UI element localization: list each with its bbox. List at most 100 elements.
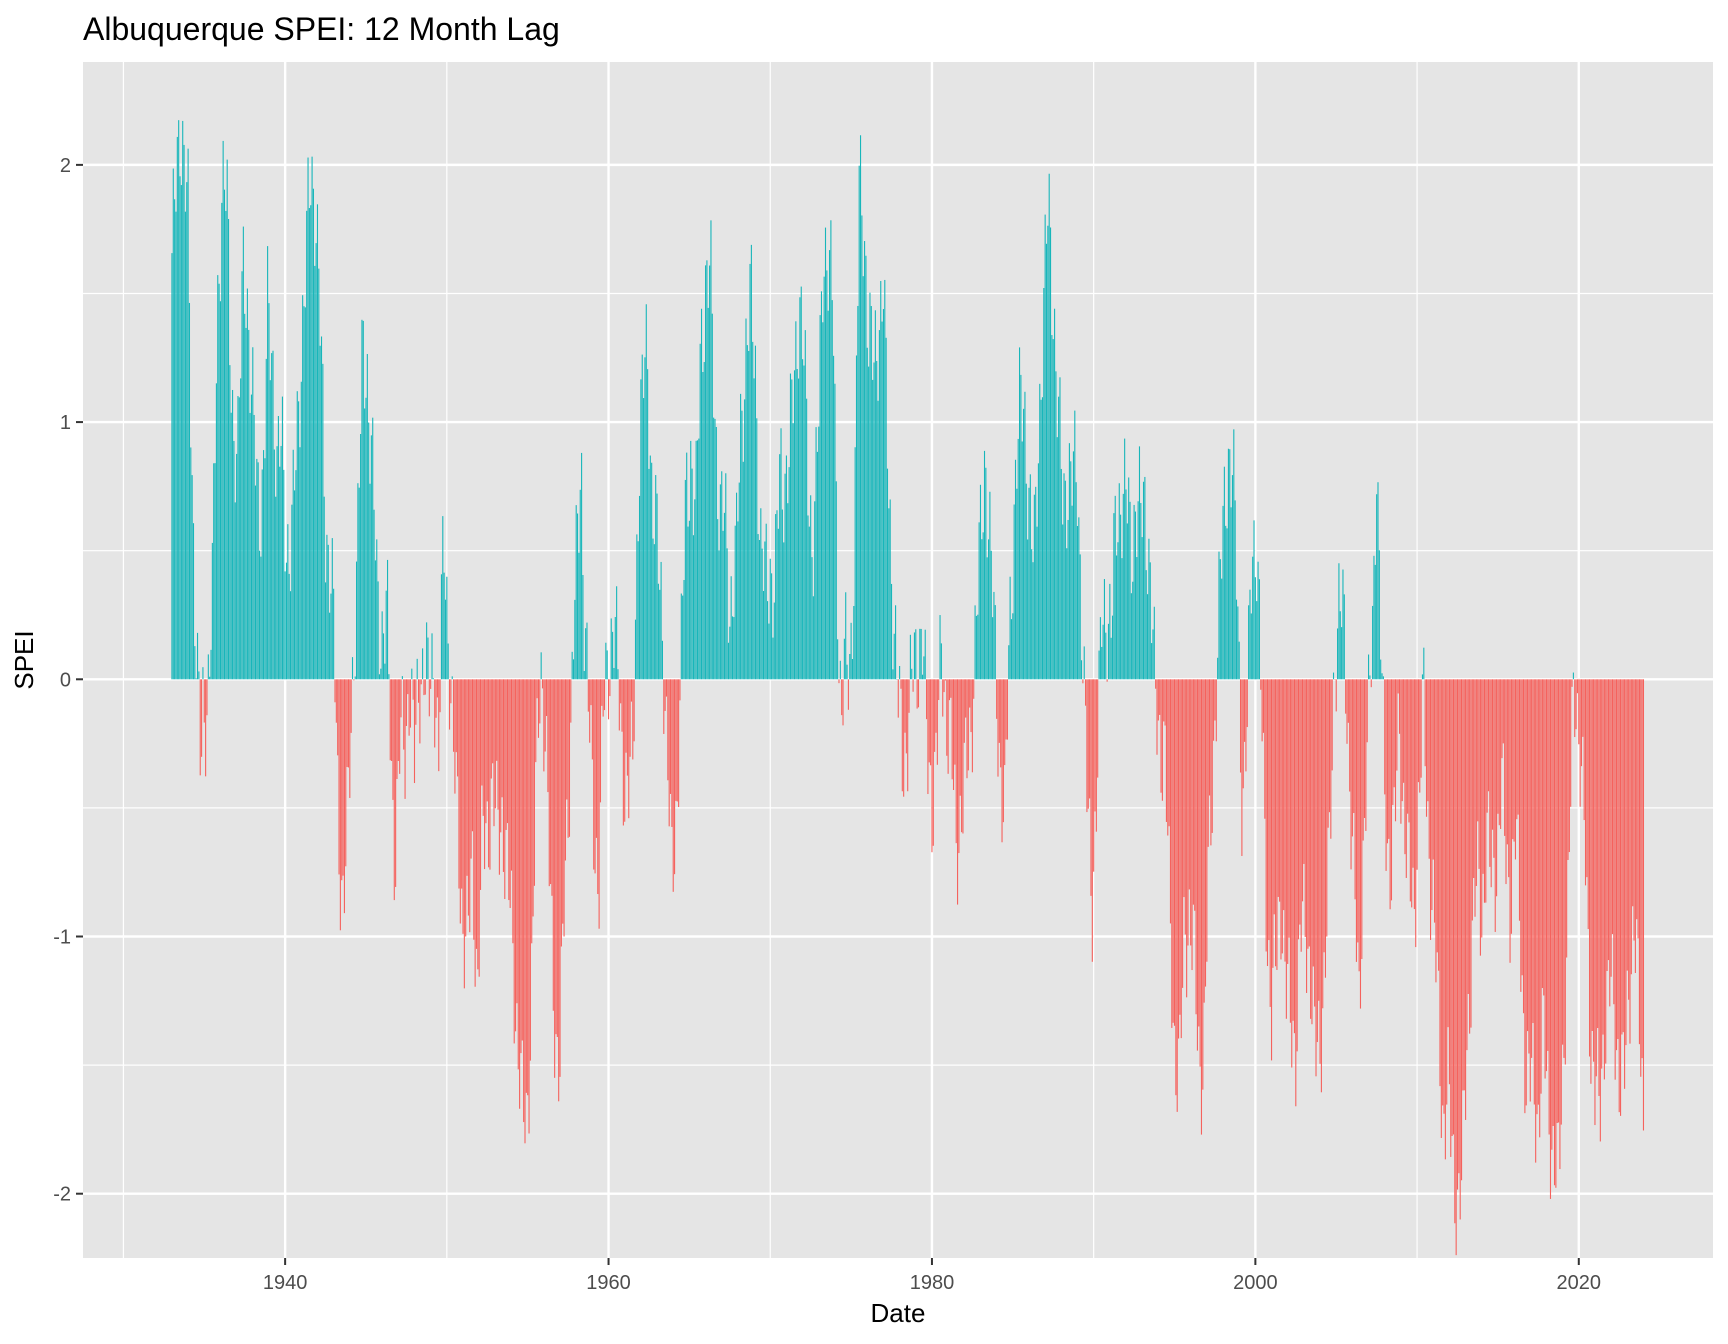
spei-bar [663,679,665,734]
spei-bar [943,679,945,693]
spei-bar [404,679,406,799]
spei-bar [806,398,808,680]
spei-bar [1171,679,1173,1028]
spei-bar [1551,679,1553,1150]
x-tick-label: 2020 [1557,1272,1602,1294]
spei-bar [669,679,672,794]
spei-bar [1039,383,1041,680]
spei-bar [618,679,620,731]
spei-bar [474,679,476,987]
spei-bar [1562,679,1564,1045]
spei-bar [1605,679,1607,1064]
spei-bar [859,135,862,680]
spei-bar [265,358,267,680]
spei-bar [1447,679,1449,1028]
y-tick-label: -2 [53,1184,71,1206]
spei-bar [834,383,836,680]
spei-bar [1509,679,1511,963]
spei-bar [1117,542,1119,680]
spei-bar [1389,679,1391,910]
spei-bar [287,524,289,680]
spei-bar [1126,523,1128,680]
spei-bar [1421,674,1424,680]
spei-bar [1233,429,1235,680]
spei-bar [1527,679,1529,1032]
spei-bar [202,667,204,680]
spei-bar [1451,679,1453,1136]
spei-bar [1311,679,1313,1025]
spei-bar [1559,679,1561,1170]
spei-bar [1054,308,1056,680]
spei-bar [931,679,933,853]
spei-bar [536,679,538,699]
spei-bar [1408,679,1410,823]
spei-bar [797,378,800,680]
spei-bar [500,679,502,833]
spei-bar [1079,554,1081,680]
spei-bar [709,265,711,680]
spei-bar [303,306,305,680]
spei-bar [1423,647,1425,680]
spei-bar [1318,679,1320,1001]
spei-bar [210,649,212,680]
spei-bar [467,679,469,916]
spei-bar [1454,679,1456,1224]
spei-bar [1116,555,1118,680]
spei-bar [1151,643,1153,680]
spei-bar [835,481,837,680]
spei-bar [546,679,548,717]
spei-bar [909,634,911,680]
spei-bar [311,156,313,680]
spei-bar [524,679,526,1144]
spei-bar [1265,679,1267,952]
spei-bar [1218,551,1220,680]
spei-bar [788,467,790,680]
spei-bar [366,354,368,680]
spei-bar [1296,679,1298,1052]
spei-bar [1323,679,1325,953]
spei-bar [267,246,269,680]
spei-bar [695,440,697,680]
spei-bar [512,679,514,944]
spei-bar [478,679,480,977]
spei-bar [1459,679,1461,1220]
spei-bar [1510,679,1512,934]
spei-bar [1291,679,1293,1068]
spei-bar [1376,494,1378,680]
spei-bar [1372,605,1374,680]
spei-bar [1087,679,1089,809]
spei-bar [1347,679,1349,723]
spei-bar [582,574,584,680]
spei-bar [517,679,519,1070]
spei-bar [308,208,310,680]
spei-bar [1281,679,1283,954]
spei-bar [300,381,302,680]
spei-bar [1136,557,1138,680]
spei-bar [636,534,638,680]
spei-bar [674,679,676,875]
spei-bar [1319,679,1321,1064]
spei-bar [1401,679,1403,802]
spei-bar [1297,679,1300,940]
spei-bar [1361,679,1363,960]
spei-bar [413,679,416,784]
spei-bar [1636,679,1638,920]
spei-bar [1574,679,1576,738]
spei-bar [1500,679,1502,829]
spei-bar [1610,679,1612,977]
spei-bar [570,679,572,723]
spei-bar [572,659,575,680]
spei-bar [698,438,700,680]
spei-bar [1622,679,1624,1033]
spei-bar [1257,561,1259,680]
spei-bar [602,679,604,717]
spei-bar [824,227,827,680]
spei-bar [1175,679,1177,1096]
spei-bar [190,447,192,680]
spei-bar [1304,679,1306,937]
spei-bar [597,679,599,895]
spei-bar [1183,679,1185,898]
spei-bar [779,454,781,680]
spei-bar [345,679,347,867]
spei-bar [369,483,371,680]
